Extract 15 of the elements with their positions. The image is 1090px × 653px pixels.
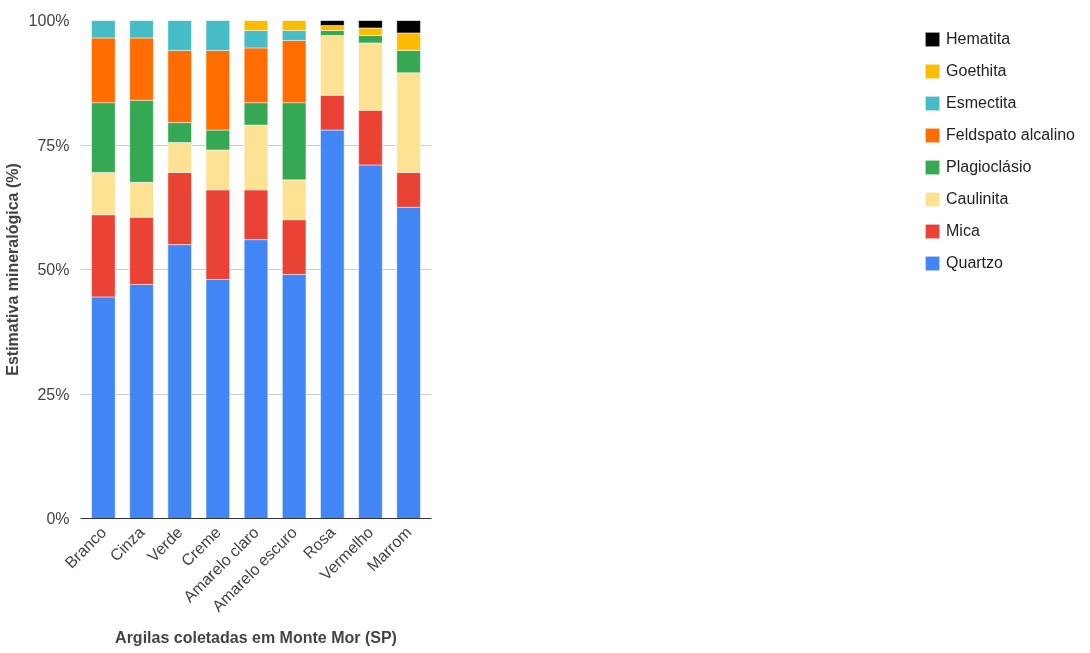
y-tick-label: 75% [37, 136, 70, 154]
legend-label: Mica [946, 222, 980, 240]
legend-label: Caulinita [946, 190, 1009, 208]
legend-label: Quartzo [946, 254, 1003, 272]
legend-label: Goethita [946, 62, 1007, 80]
legend-label: Feldspato alcalino [946, 126, 1075, 144]
legend-label: Esmectita [946, 94, 1017, 112]
y-tick-label: 100% [28, 12, 70, 29]
y-tick-label: 50% [37, 261, 70, 278]
y-tick-label: 0% [46, 510, 70, 527]
y-tick-label: 25% [37, 385, 70, 403]
x-axis-title: Argilas coletadas em Monte Mor (SP) [115, 628, 397, 646]
y-axis-title: Estimativa mineralógica (%) [3, 163, 21, 376]
legend-label: Hematita [946, 30, 1011, 48]
legend-label: Plagioclásio [946, 158, 1032, 176]
